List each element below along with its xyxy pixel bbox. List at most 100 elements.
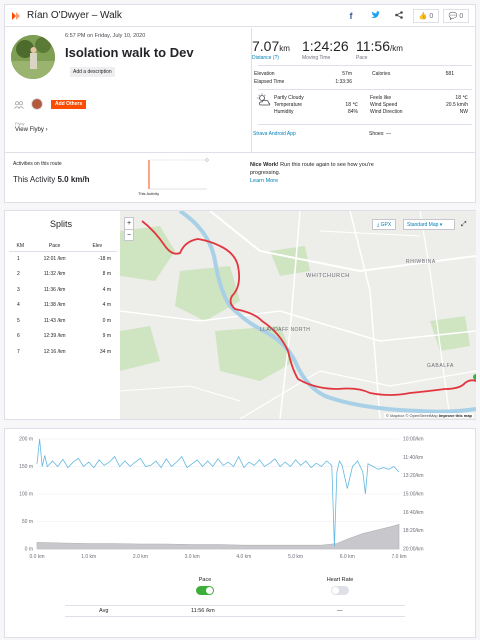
route-section: Activities on this route This Activity 5… (5, 152, 475, 202)
y2-tick-label: 13:20/km (403, 473, 424, 479)
x-tick-label: 0.0 km (29, 554, 44, 560)
split-elev: 4 m (102, 286, 111, 293)
route-chart-label: This Activity (138, 191, 160, 196)
wind-speed-value: 20.5 km/h (446, 102, 468, 108)
pace-unit: /km (390, 44, 403, 53)
splits-header-row: KM Pace Elev (9, 241, 117, 252)
splits-col-pace: Pace (31, 241, 78, 252)
y2-tick-label: 16:40/km (403, 510, 424, 516)
elevation-area (36, 523, 400, 550)
place-label: WHITCHURCH (306, 273, 350, 279)
split-row[interactable]: 6 12:39 /km 9 m (9, 329, 117, 345)
participant-avatar[interactable] (31, 98, 43, 110)
split-km: 5 (17, 317, 20, 324)
split-pace: 11:32 /km (43, 271, 66, 278)
activity-header-bar: Rían O'Dwyer – Walk f 👍 0 💬 0 (5, 5, 475, 27)
learn-more-link[interactable]: Learn More (250, 178, 279, 184)
athlete-avatar[interactable] (11, 35, 55, 79)
this-activity-row: This Activity 5.0 km/h (13, 175, 89, 184)
pace-toggle-label: Pace (198, 577, 212, 583)
split-row[interactable]: 4 11:38 /km 4 m (9, 298, 117, 314)
comments-button[interactable]: 💬 0 (443, 9, 469, 23)
share-icon[interactable] (389, 9, 409, 23)
splits-title: Splits (49, 219, 72, 229)
split-km: 1 (17, 256, 20, 262)
feels-like-value: 18 ℃ (455, 95, 468, 101)
zoom-in-button[interactable]: + (125, 218, 133, 230)
split-pace: 12:01 /km (43, 256, 66, 262)
improve-map-link[interactable]: Improve this map (438, 413, 472, 418)
add-description-button[interactable]: Add a description (70, 67, 115, 77)
elevation-pace-chart[interactable]: 200 m 150 m 100 m 50 m 0 m 10:00/km 11:40/km 13… (5, 429, 475, 569)
place-label: LLANDAFF NORTH (260, 327, 310, 333)
pace-toggle[interactable] (196, 586, 214, 595)
toggle-knob (332, 587, 339, 594)
avg-pace-value: 11:56 /km (191, 608, 215, 614)
moving-time-value: 1:24:26 (302, 38, 349, 54)
facebook-share-icon[interactable]: f (349, 11, 353, 21)
fullscreen-icon[interactable]: ⤢ (461, 221, 467, 228)
split-row[interactable]: 1 12:01 /km -18 m (9, 251, 117, 267)
map-attribution-text[interactable]: © Mapbox © OpenStreetMap (386, 413, 438, 418)
humidity-value: 84% (347, 109, 358, 115)
temperature-label: Temperature (274, 102, 303, 108)
kudos-button[interactable]: 👍 0 (413, 9, 439, 23)
route-comparison-chart (148, 158, 209, 190)
avg-heart-rate-value: — (337, 608, 343, 614)
split-row[interactable]: 3 11:36 /km 4 m (9, 282, 117, 298)
split-row[interactable]: 5 11:43 /km 0 m (9, 313, 117, 329)
group-icon (14, 101, 24, 109)
split-elev: 4 m (102, 302, 111, 309)
activity-title[interactable]: Isolation walk to Dev (65, 45, 194, 60)
distance-unit: km (279, 44, 290, 53)
comments-count: 0 (459, 13, 464, 20)
wind-speed-label: Wind Speed (370, 102, 398, 108)
device-link[interactable]: Strava Android App (253, 131, 296, 137)
split-elev: 0 m (102, 317, 111, 324)
pace-value: 11:56 (356, 38, 390, 54)
split-km: 3 (17, 286, 20, 293)
zoom-out-button[interactable]: − (126, 232, 132, 239)
heart-rate-toggle-label: Heart Rate (326, 577, 354, 583)
split-pace: 12:39 /km (43, 333, 66, 340)
route-label: Activities on this route (13, 161, 62, 167)
twitter-share-icon[interactable] (365, 9, 385, 23)
calories-value: 581 (445, 71, 454, 77)
route-map[interactable]: WHITCHURCH RHIWBINA LLANDAFF NORTH GABAL… (120, 211, 476, 419)
elevation-label: Elevation (254, 71, 275, 77)
distance-label[interactable]: Distance (?) (252, 55, 279, 61)
y2-tick-label: 18:20/km (403, 528, 424, 534)
view-flyby-link[interactable]: View Flyby › (15, 127, 48, 133)
nice-work-heading: Nice Work! (250, 162, 279, 168)
elapsed-time-value: 1:33:36 (335, 79, 352, 85)
split-row[interactable]: 2 11:32 /km 8 m (9, 267, 117, 283)
analysis-chart-card: 200 m 150 m 100 m 50 m 0 m 10:00/km 11:40/km 13… (4, 428, 476, 638)
split-pace: 11:43 /km (43, 317, 66, 324)
moving-time-stat: 1:24:26 Moving Time (302, 38, 349, 61)
map-attribution: © Mapbox © OpenStreetMap Improve this ma… (384, 413, 474, 418)
y-tick-label: 50 m (22, 519, 33, 525)
x-tick-label: 6.0 km (340, 554, 355, 560)
map-style-select[interactable]: Standard Map ▾ (403, 219, 455, 230)
strava-logo-icon[interactable] (11, 11, 21, 21)
map-canvas[interactable]: WHITCHURCH RHIWBINA LLANDAFF NORTH GABAL… (120, 211, 476, 419)
add-others-button[interactable]: Add Others (51, 100, 87, 109)
split-pace: 11:36 /km (43, 286, 66, 293)
elapsed-time-label: Elapsed Time (254, 79, 285, 85)
split-pace: 12:16 /km (43, 348, 66, 355)
split-km: 2 (17, 271, 20, 278)
splits-col-elev: Elev (77, 241, 117, 252)
split-elev: 8 m (102, 271, 111, 278)
avg-label: Avg (99, 608, 109, 614)
gpx-export-button[interactable]: ⤓ GPX (372, 219, 397, 230)
weather-condition: Partly Cloudy (274, 95, 304, 101)
split-row[interactable]: 7 12:16 /km 34 m (9, 344, 117, 360)
feels-like-label: Feels like (370, 95, 392, 101)
x-tick-label: 2.0 km (133, 554, 148, 560)
map-zoom-control: + − (124, 217, 134, 241)
distance-stat: 7.07km Distance (?) (252, 38, 290, 61)
elevation-value: 57m (342, 71, 352, 77)
wind-direction-value: NW (459, 109, 468, 115)
heart-rate-toggle[interactable] (331, 586, 349, 595)
activity-date: 6:57 PM on Friday, July 10, 2020 (65, 33, 146, 39)
